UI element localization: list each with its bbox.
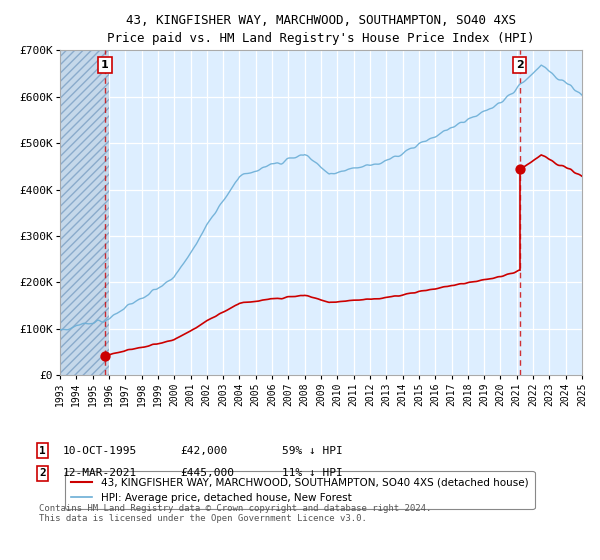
Title: 43, KINGFISHER WAY, MARCHWOOD, SOUTHAMPTON, SO40 4XS
Price paid vs. HM Land Regi: 43, KINGFISHER WAY, MARCHWOOD, SOUTHAMPT… (107, 14, 535, 45)
Text: 12-MAR-2021: 12-MAR-2021 (63, 468, 137, 478)
Text: 2: 2 (515, 60, 523, 70)
Bar (60, 50, 109, 375)
Text: £445,000: £445,000 (180, 468, 234, 478)
Point (100, 351, 110, 360)
Text: 1: 1 (101, 60, 109, 70)
Text: £42,000: £42,000 (180, 446, 227, 456)
Text: 10-OCT-1995: 10-OCT-1995 (63, 446, 137, 456)
Text: 11% ↓ HPI: 11% ↓ HPI (282, 468, 343, 478)
Text: 2: 2 (39, 468, 46, 478)
Point (515, 164, 524, 173)
Text: Contains HM Land Registry data © Crown copyright and database right 2024.
This d: Contains HM Land Registry data © Crown c… (39, 504, 431, 524)
Text: 59% ↓ HPI: 59% ↓ HPI (282, 446, 343, 456)
Text: 1: 1 (39, 446, 46, 456)
Legend: 43, KINGFISHER WAY, MARCHWOOD, SOUTHAMPTON, SO40 4XS (detached house), HPI: Aver: 43, KINGFISHER WAY, MARCHWOOD, SOUTHAMPT… (65, 472, 535, 509)
